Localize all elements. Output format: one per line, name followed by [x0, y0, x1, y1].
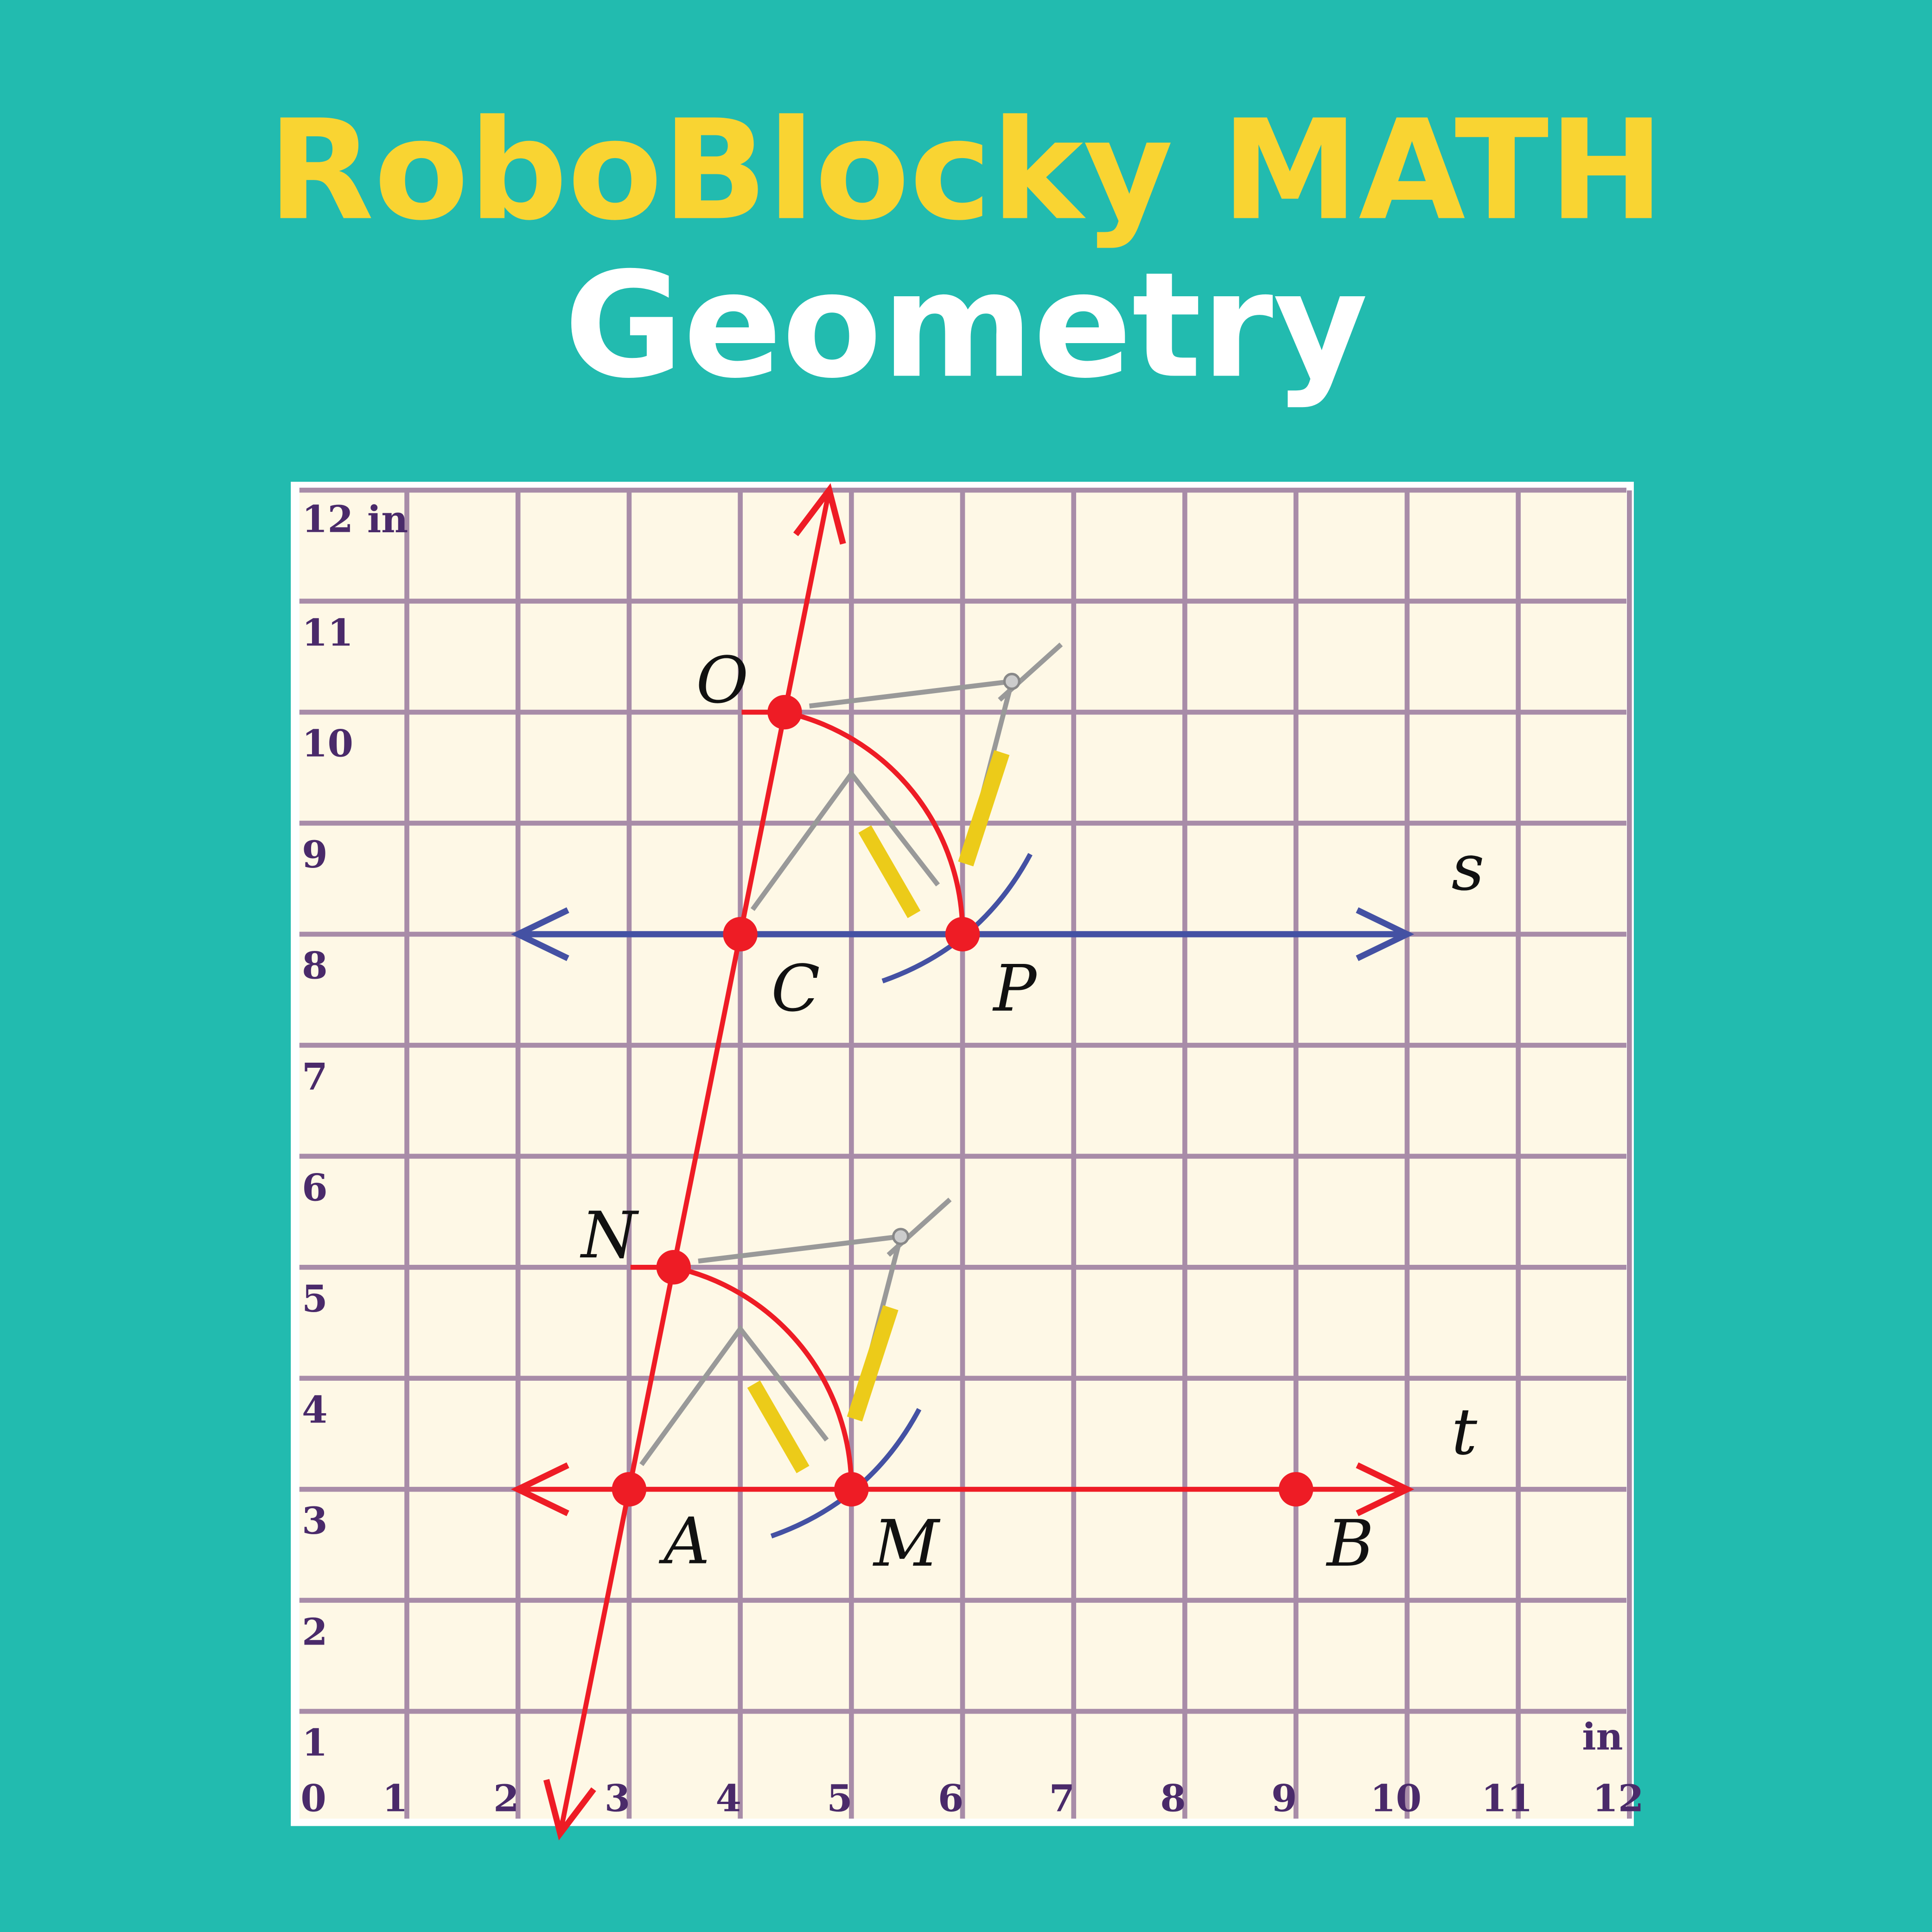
y-tick-label: 2: [302, 1610, 327, 1653]
point-P: [945, 917, 980, 952]
points: A M B N C P O: [580, 643, 1374, 1581]
compass-handle: [998, 642, 1063, 702]
x-tick-label: 9: [1271, 1777, 1297, 1820]
y-tick-label: 11: [302, 611, 353, 654]
point-M: [834, 1472, 869, 1507]
pencil-icon: [858, 825, 921, 918]
line-label-s: s: [1452, 830, 1485, 905]
x-tick-label: 8: [1160, 1777, 1186, 1820]
point-O: [767, 695, 802, 730]
x-tick-label: 11: [1481, 1777, 1533, 1820]
y-tick-label: 4: [302, 1388, 327, 1431]
y-tick-label: 12: [302, 497, 353, 541]
compass-handle: [886, 1198, 952, 1257]
x-tick-label: 4: [715, 1777, 741, 1820]
point-A: [612, 1472, 647, 1507]
pencil-icon: [958, 750, 1010, 867]
x-axis-unit: in: [1582, 1715, 1623, 1759]
point-label-A: A: [658, 1504, 710, 1579]
x-tick-label: 1: [382, 1777, 408, 1820]
compass-icon: [750, 770, 940, 911]
x-tick-label: 0: [300, 1777, 326, 1820]
y-tick-label: 8: [302, 944, 327, 988]
y-tick-label: 1: [302, 1721, 327, 1765]
x-tick-label: 12: [1593, 1777, 1644, 1820]
arrowhead-left-icon: [510, 907, 569, 961]
y-tick-label: 7: [302, 1055, 327, 1098]
point-label-M: M: [872, 1506, 941, 1581]
compass-arc: [784, 709, 965, 934]
y-tick-label: 3: [302, 1499, 327, 1543]
point-label-B: B: [1326, 1506, 1374, 1581]
y-tick-label: 10: [302, 722, 353, 765]
pencil-icon: [847, 1305, 899, 1422]
compass-hinge-icon: [1003, 673, 1020, 690]
arrowhead-up-icon: [793, 483, 846, 545]
pencil-icon: [747, 1380, 810, 1473]
compass-icon: [639, 1325, 829, 1467]
arrowhead-left-icon: [510, 1462, 569, 1517]
arrowhead-down-icon: [543, 1779, 596, 1841]
y-tick-label: 6: [302, 1166, 327, 1209]
x-tick-label: 6: [938, 1777, 963, 1820]
compass-hinge-icon: [892, 1228, 910, 1245]
line-label-t: t: [1452, 1395, 1478, 1469]
x-tick-label: 3: [605, 1777, 630, 1820]
compass-arc: [673, 1265, 854, 1490]
y-tick-label: 9: [302, 833, 327, 876]
y-tick-label: 5: [302, 1277, 327, 1320]
point-label-O: O: [696, 643, 748, 718]
point-label-P: P: [992, 951, 1037, 1026]
x-tick-label: 10: [1370, 1777, 1422, 1820]
subtitle: Geometry: [564, 241, 1368, 410]
point-C: [723, 917, 758, 952]
x-tick-label: 5: [827, 1777, 852, 1820]
point-N: [656, 1250, 691, 1285]
arrowhead-right-icon: [1356, 907, 1415, 961]
arrowhead-right-icon: [1356, 1462, 1415, 1517]
construction: [510, 483, 1415, 1841]
point-label-N: N: [580, 1198, 639, 1273]
title: RoboBlocky MATH: [268, 90, 1664, 251]
point-B: [1278, 1472, 1314, 1507]
x-tick-label: 2: [493, 1777, 519, 1820]
x-tick-label: 7: [1049, 1777, 1075, 1820]
y-axis-unit: in: [367, 497, 408, 541]
point-label-C: C: [771, 951, 820, 1026]
